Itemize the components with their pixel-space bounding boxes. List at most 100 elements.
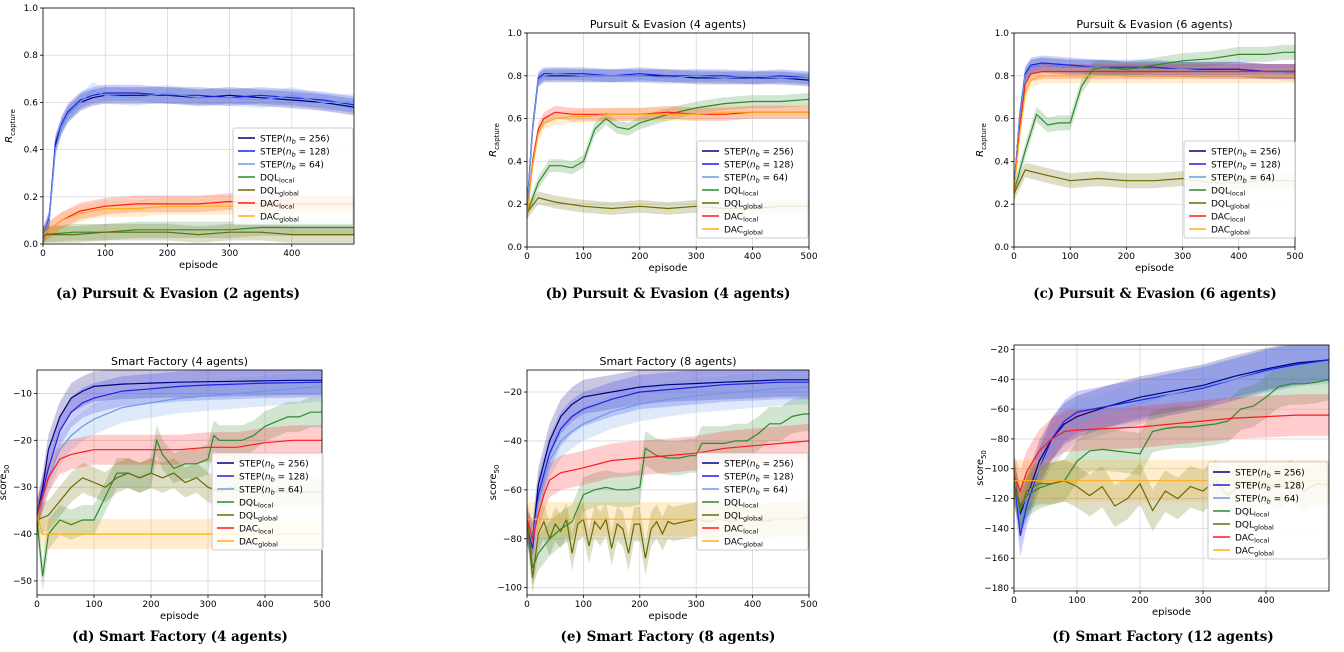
legend-label-text: STEP	[1211, 161, 1234, 171]
series-band	[527, 105, 809, 224]
legend-label-sub: global	[1230, 203, 1250, 211]
series-band	[43, 223, 354, 243]
legend-label-paren: (	[746, 174, 750, 184]
x-tick-label: 400	[1257, 596, 1274, 606]
legend-label-value: = 64)	[1271, 495, 1299, 505]
series-line	[527, 379, 809, 542]
legend-label-b: b	[1243, 177, 1247, 185]
legend-label-value: = 128)	[275, 473, 309, 483]
legend-label-text: DQL	[239, 499, 258, 509]
legend-label: STEP(nb = 256)	[724, 460, 794, 471]
legend-label-text: DAC	[1211, 213, 1230, 223]
series-line	[43, 231, 354, 236]
axes-frame	[42, 7, 355, 245]
series-band	[37, 370, 322, 531]
y-axis-label-main: R	[975, 150, 986, 157]
legend-label: DQLlocal	[724, 187, 758, 198]
legend-label-sub: global	[1230, 229, 1250, 237]
legend-label-value: = 128)	[1271, 482, 1305, 492]
legend-label: DQLglobal	[724, 512, 763, 523]
y-tick-label: −80	[503, 535, 522, 545]
x-tick-label: 0	[524, 600, 530, 610]
legend-label-b: b	[756, 151, 760, 159]
legend-label-sub: global	[1254, 524, 1274, 532]
y-tick-label: −100	[497, 584, 522, 594]
series-band	[37, 371, 322, 531]
legend: STEP(nb = 256)STEP(nb = 128)STEP(nb = 64…	[696, 140, 809, 239]
legend-label-text: DAC	[1211, 226, 1230, 236]
x-tick-label: 200	[142, 600, 159, 610]
y-tick-label: −40	[990, 375, 1009, 385]
x-tick-label: 500	[800, 252, 817, 262]
y-axis-label-sub: capture	[9, 109, 17, 136]
legend-label-text: DAC	[724, 538, 743, 548]
legend-label-sub: local	[258, 502, 273, 510]
series-band	[1014, 345, 1329, 542]
y-tick-label: −160	[984, 554, 1009, 564]
series-band	[43, 82, 354, 244]
x-tick-label: 200	[1131, 596, 1148, 606]
x-tick-label: 300	[1194, 596, 1211, 606]
legend-label-value: = 128)	[760, 473, 794, 483]
series-band	[527, 67, 809, 215]
y-tick-label: 0.6	[995, 115, 1010, 125]
x-tick-label: 400	[744, 252, 761, 262]
x-axis-label: episode	[160, 611, 199, 622]
x-tick-label: 500	[800, 600, 817, 610]
y-axis-label: score50	[975, 450, 988, 486]
y-axis-label: score50	[488, 465, 501, 501]
legend-label-text: DQL	[724, 512, 743, 522]
legend-label-sub: global	[279, 216, 299, 224]
legend-label-n: n	[265, 486, 271, 496]
legend-label-text: STEP	[724, 148, 747, 158]
y-axis-label-sub: 50	[980, 450, 988, 459]
legend-label-text: DAC	[260, 200, 279, 210]
legend-label-text: STEP	[1211, 174, 1234, 184]
series-line	[1014, 414, 1329, 493]
panel-3: 0 100 200 300 400 500 0.0 0.2 0.4 0.6 0.8 1.0 episod…	[975, 18, 1304, 302]
legend-label: STEP(nb = 256)	[1211, 148, 1281, 159]
x-tick-label: 100	[97, 249, 114, 259]
legend-label-n: n	[265, 473, 271, 483]
y-tick-label: 0.0	[24, 240, 39, 250]
legend-label-text: DQL	[1235, 508, 1254, 518]
legend-label-paren: (	[1257, 495, 1261, 505]
x-tick-label: 100	[1062, 252, 1079, 262]
legend-label: DQLglobal	[260, 187, 299, 198]
series-line	[1014, 75, 1295, 192]
x-tick-label: 300	[221, 249, 238, 259]
y-tick-label: 0.8	[995, 72, 1010, 82]
x-tick-label: 100	[575, 252, 592, 262]
legend-label-value: = 128)	[296, 148, 330, 158]
y-tick-label: 0.4	[24, 146, 39, 156]
legend-label-text: DAC	[239, 525, 258, 535]
legend-label-sub: global	[743, 203, 763, 211]
series-band	[1014, 162, 1295, 201]
y-axis-label-sub: capture	[493, 123, 501, 150]
y-tick-label: 0.2	[24, 193, 38, 203]
series-band	[1014, 44, 1295, 199]
legend-label-paren: (	[261, 460, 265, 470]
x-tick-label: 400	[744, 600, 761, 610]
legend-label: DACglobal	[724, 226, 763, 237]
series-band	[527, 92, 809, 220]
series-line	[37, 379, 322, 516]
y-tick-label: −20	[990, 345, 1009, 355]
x-tick-label: 400	[256, 600, 273, 610]
axes-frame	[526, 369, 810, 596]
x-tick-label: 200	[631, 600, 648, 610]
series-band	[527, 67, 809, 215]
legend-label-b: b	[1243, 164, 1247, 172]
legend-label: DQLlocal	[260, 174, 294, 185]
legend-label-text: STEP	[724, 486, 747, 496]
x-tick-label: 100	[85, 600, 102, 610]
legend-label-n: n	[286, 161, 292, 171]
legend-label-text: DQL	[260, 187, 279, 197]
y-axis-label-main: R	[488, 150, 499, 157]
series-band	[1014, 345, 1329, 535]
legend-label-b: b	[271, 489, 275, 497]
legend-label: STEP(nb = 128)	[1211, 161, 1281, 172]
y-tick-label: −20	[13, 436, 32, 446]
series-line	[43, 226, 354, 236]
